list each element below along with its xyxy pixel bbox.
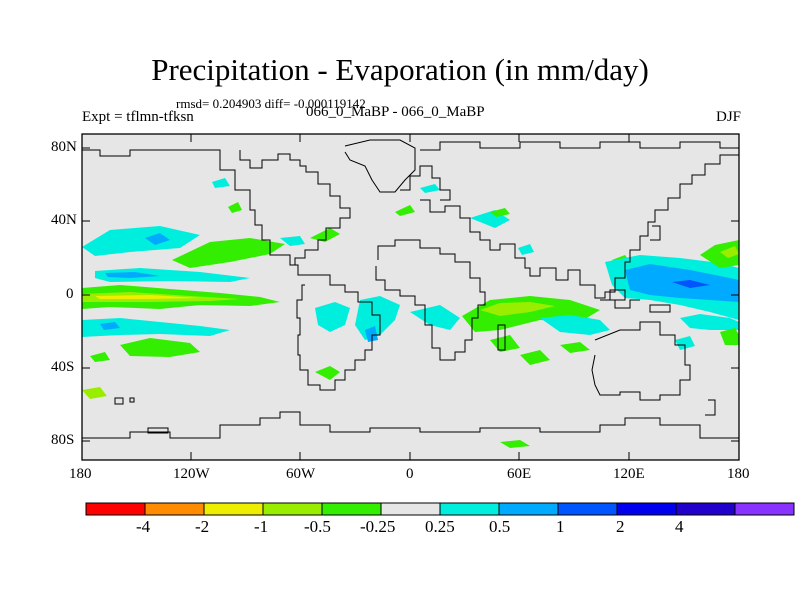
patch-wpac-cyan2	[680, 314, 739, 330]
colorbar-label-4: -0.5	[304, 517, 331, 536]
colorbar-swatch-7	[439, 502, 500, 516]
colorbar-swatch-4	[262, 502, 323, 516]
lat-tick-0: 0	[66, 286, 74, 302]
patch-wpac-darkblue	[672, 280, 710, 288]
patch-so-green	[500, 440, 530, 448]
coast-eurasia-south	[420, 154, 739, 299]
patch-asia-green	[490, 208, 510, 217]
tick-marks	[82, 134, 739, 460]
colorbar-swatch-12	[734, 502, 795, 516]
patch-watl-cyan	[280, 236, 305, 246]
colorbar-swatch-3	[203, 502, 264, 516]
coast-north-america	[170, 149, 351, 266]
season-label: DJF	[715, 109, 741, 125]
lat-tick-40s: 40S	[51, 359, 75, 375]
colorbar-label-2: -2	[195, 517, 210, 536]
patch-io-cyan	[410, 305, 460, 330]
lon-tick-120w: 120W	[173, 466, 210, 482]
patch-satl-cyan	[355, 296, 400, 340]
patch-wpac-green	[700, 240, 739, 268]
coast-island-sp2	[114, 397, 124, 405]
lon-tick-180e: 180	[727, 466, 750, 482]
lon-tick-60w: 60W	[286, 466, 316, 482]
patch-spac-green	[120, 338, 200, 357]
colorbar-label-5: -0.25	[360, 517, 396, 536]
colorbar-swatch-6	[380, 502, 441, 516]
coast-island-sp3	[129, 397, 135, 403]
patch-spac-green2	[90, 352, 110, 362]
lon-tick-60e: 60E	[507, 466, 532, 482]
lat-tick-80s: 80S	[51, 432, 75, 448]
lon-tick-120e: 120E	[613, 466, 645, 482]
colorbar-swatch-2	[144, 502, 205, 516]
patch-eur-cyan	[420, 184, 440, 193]
colorbar-label-1: -4	[136, 517, 151, 536]
coast-island-sp	[147, 427, 169, 434]
patch-spac-lg	[82, 387, 107, 399]
colorbar-swatch-5	[321, 502, 382, 516]
patch-pacific-eq-yellow	[95, 295, 200, 299]
cases-label: 066_0_MaBP - 066_0_MaBP	[306, 104, 485, 120]
patch-spac-blue	[100, 322, 120, 330]
colorbar	[85, 502, 795, 516]
stats-line: rmsd= 0.204903 diff= -0.000119142	[176, 96, 366, 111]
patch-asia-cyan2	[518, 244, 534, 255]
field-patches	[82, 178, 739, 448]
patch-natl-green2	[228, 202, 242, 213]
patch-samer-cyan	[315, 302, 350, 332]
patch-satl-blue	[365, 326, 378, 342]
coast-newzealand	[705, 399, 716, 416]
coast-madagascar	[497, 324, 506, 351]
patch-io-lightgreen	[480, 302, 555, 316]
patch-eur-green	[395, 205, 415, 216]
colorbar-label-7: 0.5	[489, 517, 511, 536]
coast-south-america	[296, 274, 381, 391]
patch-satl-green	[315, 366, 340, 380]
colorbar-label-3: -1	[254, 517, 269, 536]
colorbar-swatch-9	[557, 502, 618, 516]
patch-spac-green-e	[720, 328, 739, 345]
coast-greenland	[344, 139, 416, 193]
patch-npac-green	[172, 238, 285, 268]
coast-europe	[400, 165, 451, 201]
lon-tick-0: 0	[406, 466, 414, 482]
coast-alaska	[82, 149, 170, 157]
colorbar-label-9: 2	[616, 517, 625, 536]
lon-tick-180w: 180	[69, 466, 92, 482]
patch-npac-cyan	[82, 226, 200, 256]
patch-natl-green	[310, 228, 340, 242]
coastlines	[82, 139, 739, 439]
coast-antarctica	[82, 411, 739, 439]
patch-pacific-n-cyan	[95, 268, 250, 282]
coast-borneo	[609, 289, 626, 301]
coast-newguinea	[649, 304, 671, 313]
colorbar-swatch-11	[675, 502, 736, 516]
colorbar-swatch-8	[498, 502, 559, 516]
experiment-label: Expt = tflmn-tfksn	[82, 109, 194, 125]
colorbar-label-6: 0.25	[425, 517, 455, 536]
coast-africa	[375, 239, 486, 361]
patch-natl-cyan	[212, 178, 230, 188]
patch-io-green3	[520, 350, 550, 365]
coast-australia	[591, 321, 691, 401]
coast-eurasia	[420, 141, 739, 151]
colorbar-label-8: 1	[556, 517, 565, 536]
patch-npac-blue	[145, 233, 170, 245]
colorbar-swatch-1	[85, 502, 146, 516]
plot-title: Precipitation - Evaporation (in mm/day)	[151, 52, 649, 87]
patch-wpac-cyan3	[675, 336, 695, 350]
patch-spac-cyan	[82, 318, 230, 337]
colorbar-label-10: 4	[675, 517, 684, 536]
coast-japan	[650, 225, 661, 241]
patch-pacific-n-blue	[105, 272, 160, 278]
lat-tick-40n: 40N	[51, 212, 77, 228]
coast-central-america	[290, 264, 305, 276]
patch-io-green4	[560, 342, 590, 353]
lat-tick-80n: 80N	[51, 139, 77, 155]
patch-io-cyan2	[540, 315, 610, 335]
map-panel	[81, 133, 740, 461]
patch-wpac-green2	[720, 246, 739, 258]
colorbar-swatch-10	[616, 502, 677, 516]
